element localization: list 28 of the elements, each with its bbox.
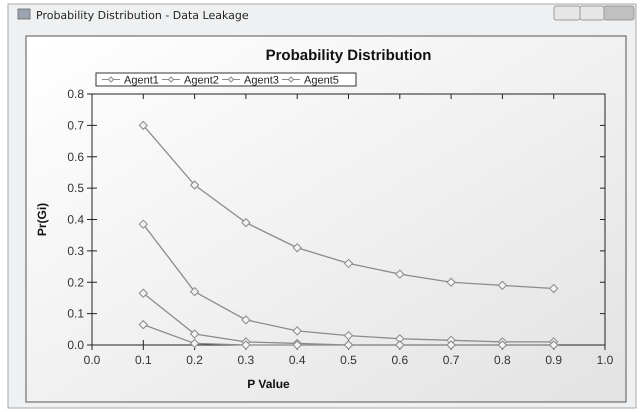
text: Probability Distribution - Data Leakage: [36, 9, 249, 22]
y-tick-label: 0.5: [67, 181, 84, 196]
y-tick-label: 0.0: [67, 338, 84, 352]
y-tick-label: 0.8: [67, 87, 84, 101]
y-tick-label: 0.1: [67, 306, 84, 321]
y-tick-label: 0.4: [67, 212, 84, 226]
x-axis-title: P Value: [247, 377, 290, 391]
y-tick-label: 0.6: [67, 150, 84, 164]
x-tick-label: 0.9: [545, 353, 562, 367]
x-tick-label: 0.2: [186, 353, 204, 367]
y-axis-title: Pr(Gi): [35, 202, 49, 236]
x-tick-label: 1.0: [596, 353, 614, 367]
x-tick-label: 0.6: [391, 353, 408, 367]
x-tick-label: 0.3: [238, 353, 255, 367]
x-tick-label: 0.1: [134, 353, 152, 367]
x-tick-label: 0.8: [494, 353, 512, 367]
y-tick-label: 0.2: [67, 275, 84, 290]
x-tick-label: 0.4: [288, 353, 306, 367]
chart-title: Probability Distribution: [266, 47, 432, 64]
x-tick-label: 0.7: [442, 353, 460, 367]
y-tick-label: 0.7: [67, 118, 84, 132]
legend-label: Agent2: [184, 74, 219, 86]
x-tick-label: 0.5: [340, 353, 358, 367]
legend-label: Agent1: [124, 74, 159, 86]
legend-label: Agent3: [244, 74, 279, 86]
x-tick-label: 0.0: [84, 353, 101, 367]
legend-label: Agent5: [304, 74, 339, 86]
y-tick-label: 0.3: [67, 244, 84, 258]
